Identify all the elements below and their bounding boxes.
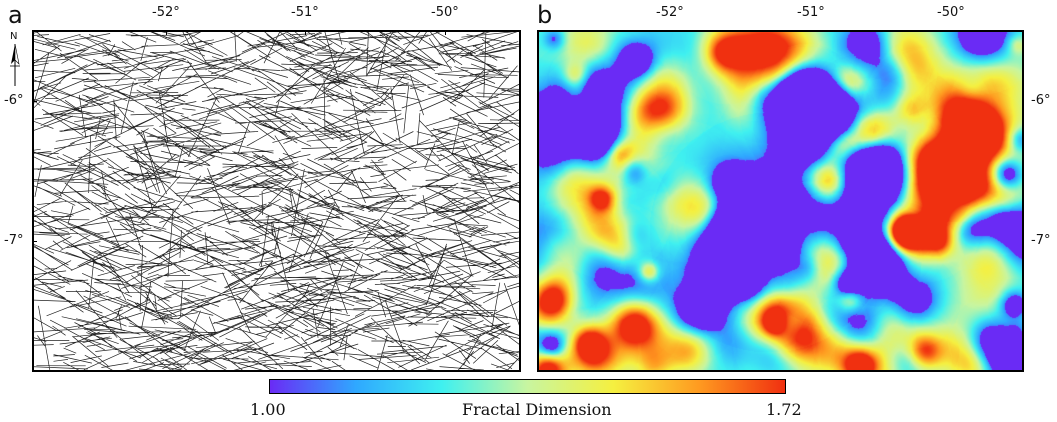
graticule-tick [445, 30, 446, 35]
lat-tick-label: -6° [4, 93, 24, 108]
lon-tick-label: -50° [431, 5, 459, 20]
lon-tick-label: -52° [656, 5, 684, 20]
lon-tick-label: -51° [291, 5, 319, 20]
lon-tick-label: -51° [797, 5, 825, 20]
fractal-dimension-map [537, 30, 1024, 372]
lat-tick-label: -7° [1031, 233, 1051, 248]
graticule-tick [305, 30, 306, 35]
lon-tick-label: -50° [937, 5, 965, 20]
panel-label-a: a [8, 1, 23, 29]
lat-tick-label: -7° [4, 233, 24, 248]
fractal-raster [539, 32, 1022, 370]
panel-label-b: b [537, 1, 553, 29]
lineament-map [32, 30, 521, 372]
colorbar-min-label: 1.00 [250, 400, 286, 419]
colorbar-title: Fractal Dimension [462, 400, 612, 419]
graticule-tick [32, 241, 37, 242]
colorbar [269, 379, 786, 394]
north-arrow-icon: N [7, 32, 23, 88]
lon-tick-label: -52° [152, 5, 180, 20]
graticule-tick [166, 30, 167, 35]
graticule-tick [32, 101, 37, 102]
north-label: N [10, 31, 18, 42]
lineaments-layer [34, 32, 519, 370]
lat-tick-label: -6° [1031, 93, 1051, 108]
lineament-lines [34, 32, 519, 370]
colorbar-max-label: 1.72 [766, 400, 802, 419]
